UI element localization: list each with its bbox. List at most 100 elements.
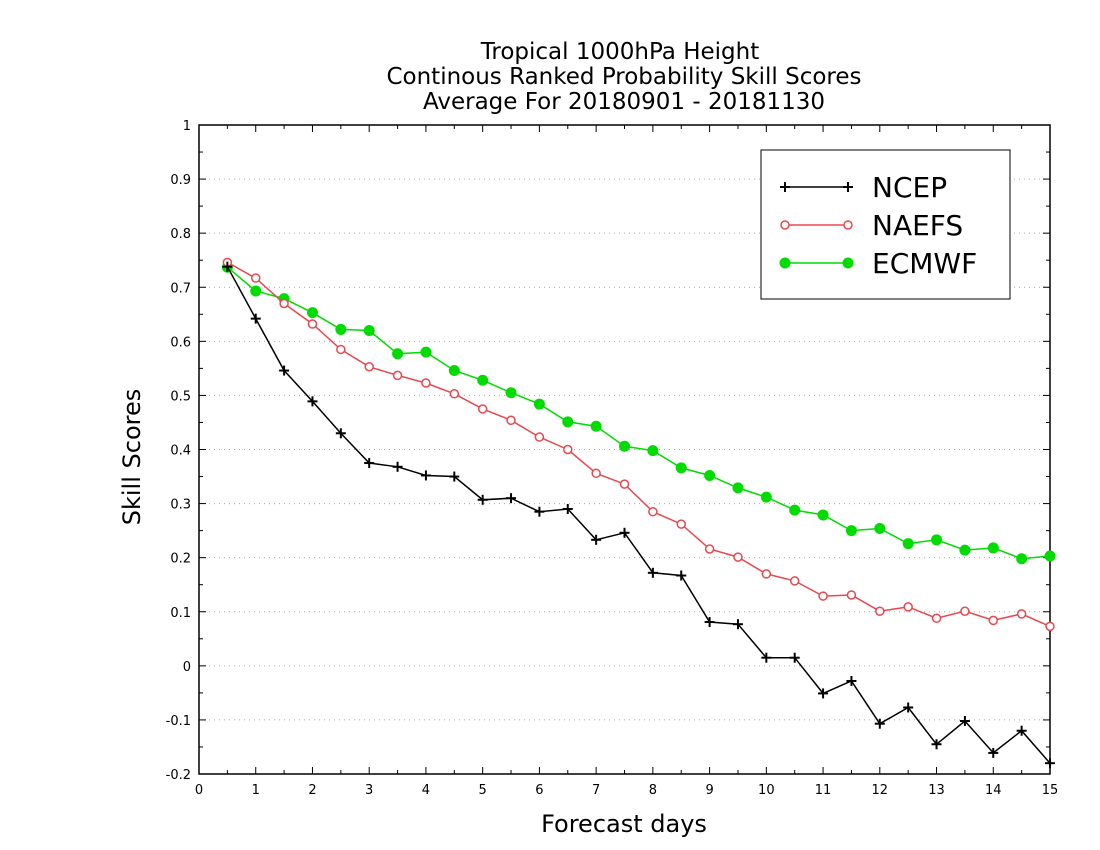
naefs-point bbox=[761, 569, 772, 579]
y-axis-label: Skill Scores bbox=[118, 389, 146, 526]
ncep-point bbox=[392, 461, 403, 472]
ecmwf-point bbox=[477, 374, 489, 386]
naefs-point bbox=[818, 591, 828, 601]
ecmwf-point bbox=[392, 348, 404, 360]
title-line-2: Continous Ranked Probability Skill Score… bbox=[386, 64, 861, 90]
ecmwf-point bbox=[675, 462, 687, 474]
legend: NCEP NAEFS ECMWF bbox=[760, 149, 1011, 300]
plot-frame bbox=[198, 124, 1051, 775]
ncep-point bbox=[279, 365, 290, 376]
ecmwf-point bbox=[987, 542, 999, 554]
naefs-point bbox=[421, 378, 431, 388]
naefs-point bbox=[477, 404, 488, 414]
x-tick-label: 9 bbox=[705, 783, 713, 798]
naefs-point bbox=[733, 552, 743, 562]
naefs-point bbox=[846, 590, 857, 600]
legend-marker-ncep bbox=[843, 182, 853, 192]
ecmwf-point bbox=[1016, 553, 1028, 565]
naefs-point bbox=[960, 606, 970, 616]
naefs-point bbox=[1016, 609, 1027, 619]
y-tick-label: 0.5 bbox=[170, 389, 191, 404]
ecmwf-point bbox=[306, 307, 318, 319]
naefs-point bbox=[903, 602, 913, 612]
ncep-point bbox=[364, 458, 375, 469]
ecmwf-point bbox=[704, 469, 716, 481]
ecmwf-point bbox=[619, 440, 630, 452]
y-tick-label: 1 bbox=[183, 119, 191, 134]
ncep-point bbox=[335, 428, 346, 439]
legend-marker-ncep bbox=[780, 182, 790, 192]
x-tick-label: 8 bbox=[649, 783, 657, 798]
legend-label-ncep: NCEP bbox=[872, 171, 947, 204]
legend-marker-naefs bbox=[780, 220, 790, 230]
naefs-point bbox=[988, 615, 999, 626]
ncep-point bbox=[818, 688, 829, 699]
axes: -0.2-0.100.10.20.30.40.50.60.70.80.910 1 2… bbox=[166, 119, 1059, 798]
ncep-point bbox=[647, 567, 658, 578]
naefs-point bbox=[534, 432, 545, 442]
ncep-point bbox=[562, 503, 573, 514]
x-tick-label: 1 bbox=[252, 783, 260, 798]
ncep-line bbox=[226, 266, 1051, 764]
y-tick-label: 0.8 bbox=[170, 227, 191, 242]
ecmwf-point bbox=[959, 544, 971, 556]
x-tick-label: 2 bbox=[308, 783, 316, 798]
y-tick-label: 0.2 bbox=[170, 552, 191, 567]
naefs-point bbox=[279, 298, 289, 309]
y-tick-label: 0 bbox=[183, 660, 191, 675]
ncep-point bbox=[874, 718, 885, 729]
ecmwf-point bbox=[590, 420, 602, 432]
naefs-line bbox=[227, 261, 1051, 628]
x-axis-label: Forecast days bbox=[541, 810, 707, 838]
ecmwf-line bbox=[226, 266, 1051, 560]
legend-label-naefs: NAEFS bbox=[872, 209, 963, 242]
ncep-point bbox=[534, 506, 545, 517]
legend-marker-naefs bbox=[843, 220, 853, 230]
data-series bbox=[221, 257, 1056, 769]
ecmwf-point bbox=[902, 538, 914, 550]
chart-title: Tropical 1000hPa Height Continous Ranked… bbox=[386, 39, 861, 115]
x-tick-label: 15 bbox=[1042, 783, 1059, 798]
y-tick-label: 0.9 bbox=[170, 173, 191, 188]
x-tick-label: 7 bbox=[592, 783, 600, 798]
naefs-point bbox=[591, 468, 601, 479]
ncep-point bbox=[676, 570, 687, 581]
ncep-point bbox=[420, 470, 431, 481]
ncep-point bbox=[477, 494, 488, 505]
ecmwf-point bbox=[732, 482, 744, 494]
y-tick-label: -0.1 bbox=[166, 714, 191, 729]
naefs-point bbox=[250, 273, 261, 283]
naefs-point bbox=[704, 544, 715, 554]
title-line-1: Tropical 1000hPa Height bbox=[480, 39, 760, 65]
x-tick-label: 14 bbox=[985, 783, 1002, 798]
ecmwf-point bbox=[760, 491, 772, 503]
ecmwf-point bbox=[874, 522, 886, 534]
x-tick-label: 12 bbox=[872, 783, 889, 798]
x-tick-label: 3 bbox=[365, 783, 373, 798]
naefs-point bbox=[449, 389, 460, 399]
naefs-point bbox=[648, 506, 658, 517]
ecmwf-point bbox=[562, 416, 574, 428]
ncep-point bbox=[307, 396, 318, 407]
legend-marker-ecmwf bbox=[842, 257, 854, 269]
y-tick-label: -0.2 bbox=[166, 768, 191, 783]
x-tick-label: 4 bbox=[422, 783, 430, 798]
naefs-point bbox=[336, 344, 346, 355]
ecmwf-point bbox=[845, 525, 857, 537]
ecmwf-point bbox=[335, 323, 347, 335]
y-tick-label: 0.6 bbox=[170, 335, 191, 350]
x-tick-label: 0 bbox=[195, 783, 203, 798]
ncep-point bbox=[506, 493, 517, 504]
naefs-point bbox=[506, 415, 516, 426]
ncep-point bbox=[846, 675, 857, 686]
x-tick-label: 10 bbox=[758, 783, 775, 798]
series-ncep bbox=[222, 261, 1055, 769]
naefs-point bbox=[392, 370, 403, 381]
naefs-point bbox=[563, 444, 573, 455]
ecmwf-point bbox=[647, 445, 659, 457]
series-naefs bbox=[222, 257, 1055, 632]
naefs-point bbox=[676, 519, 686, 529]
ncep-point bbox=[619, 527, 630, 538]
y-tick-label: 0.4 bbox=[170, 444, 191, 459]
